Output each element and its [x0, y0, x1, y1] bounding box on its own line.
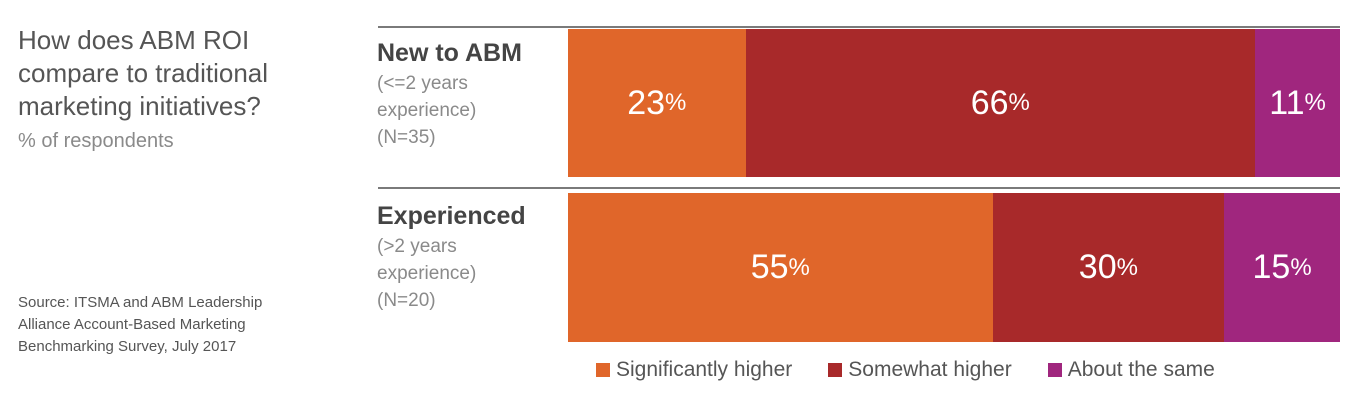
row-detail-line2: experience) — [377, 263, 477, 284]
data-label-value: 55 — [750, 248, 789, 286]
legend-swatch — [596, 363, 610, 377]
row-label-new-to-abm: New to ABM (<=2 years experience) (N=35) — [377, 36, 562, 151]
row-sample-size: (N=35) — [377, 127, 436, 148]
legend-label: Significantly higher — [616, 358, 793, 381]
chart-legend: Significantly higher Somewhat higher Abo… — [596, 358, 1215, 382]
row-label-experienced: Experienced (>2 years experience) (N=20) — [377, 199, 562, 314]
row-detail-line1: (>2 years — [377, 236, 457, 257]
middle-divider — [378, 187, 1340, 189]
chart-subtitle: % of respondents — [18, 130, 174, 152]
stacked-bar-new-to-abm: 23% 66% 11% — [568, 29, 1340, 177]
source-note: Source: ITSMA and ABM Leadership Allianc… — [18, 294, 263, 355]
row-detail-line2: experience) — [377, 100, 477, 121]
segment-significantly-higher: 55% — [568, 193, 993, 342]
row-sample-size: (N=20) — [377, 290, 436, 311]
top-divider — [378, 26, 1340, 28]
data-label-value: 30 — [1078, 248, 1117, 286]
data-label-value: 15 — [1252, 248, 1291, 286]
legend-item-significantly-higher: Significantly higher — [596, 358, 792, 382]
row-name: New to ABM — [377, 39, 522, 67]
legend-label: About the same — [1067, 358, 1215, 381]
data-label-unit: % — [1304, 89, 1326, 116]
legend-swatch — [1047, 363, 1062, 377]
data-label-unit: % — [788, 253, 810, 281]
segment-somewhat-higher: 30% — [992, 193, 1225, 342]
data-label-value: 66 — [970, 83, 1009, 122]
chart-title: How does ABM ROI compare to traditional … — [18, 25, 269, 121]
data-label-value: 11 — [1269, 83, 1305, 122]
segment-somewhat-higher: 66% — [745, 29, 1256, 177]
legend-swatch — [828, 363, 843, 377]
row-detail-line1: (<=2 years — [377, 73, 468, 94]
data-label-unit: % — [1290, 253, 1312, 281]
stacked-bar-experienced: 55% 30% 15% — [568, 193, 1340, 342]
row-name: Experienced — [377, 202, 526, 230]
segment-significantly-higher: 23% — [568, 29, 746, 177]
legend-item-somewhat-higher: Somewhat higher — [828, 358, 1012, 382]
data-label-unit: % — [1116, 253, 1138, 281]
legend-label: Somewhat higher — [848, 358, 1012, 381]
segment-about-the-same: 15% — [1224, 193, 1340, 342]
legend-item-about-the-same: About the same — [1047, 358, 1215, 382]
data-label-value: 23 — [627, 83, 666, 122]
segment-about-the-same: 11% — [1255, 29, 1340, 177]
data-label-unit: % — [1008, 89, 1030, 116]
data-label-unit: % — [665, 89, 687, 116]
